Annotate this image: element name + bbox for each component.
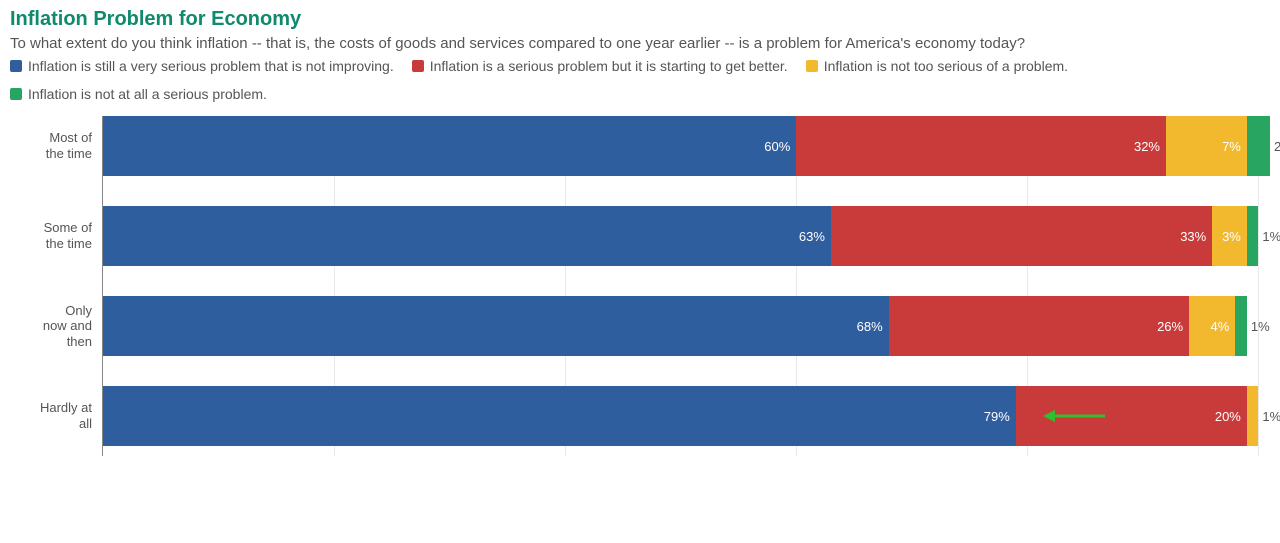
legend-swatch bbox=[412, 60, 424, 72]
bar-row: 79% 20% 1% bbox=[103, 386, 1270, 446]
stacked-bar: 63% 33% 3% 1% bbox=[103, 206, 1270, 266]
bar-segment: 1% bbox=[1247, 206, 1259, 266]
bar-rows: 60% 32% 7% 2% 63% 33% 3% 1% 68% 26% 4% 1% 79% 20% 1% bbox=[103, 116, 1270, 456]
bar-segment: 1% bbox=[1247, 386, 1259, 446]
bar-segment: 1% bbox=[1235, 296, 1247, 356]
legend-item: Inflation is not at all a serious proble… bbox=[10, 86, 267, 102]
bar-value-label: 60% bbox=[764, 139, 790, 154]
legend-label: Inflation is still a very serious proble… bbox=[28, 58, 394, 74]
bar-value-label: 26% bbox=[1157, 319, 1183, 334]
legend-item: Inflation is a serious problem but it is… bbox=[412, 58, 788, 74]
legend-item: Inflation is still a very serious proble… bbox=[10, 58, 394, 74]
y-axis-label: Onlynow andthen bbox=[10, 296, 102, 356]
legend-label: Inflation is not at all a serious proble… bbox=[28, 86, 267, 102]
legend-label: Inflation is not too serious of a proble… bbox=[824, 58, 1068, 74]
bar-segment: 2% bbox=[1247, 116, 1270, 176]
bar-segment: 63% bbox=[103, 206, 831, 266]
bar-row: 63% 33% 3% 1% bbox=[103, 206, 1270, 266]
bar-value-label: 1% bbox=[1262, 229, 1280, 244]
bar-value-label: 32% bbox=[1134, 139, 1160, 154]
legend-item: Inflation is not too serious of a proble… bbox=[806, 58, 1068, 74]
bar-value-label: 1% bbox=[1251, 319, 1270, 334]
bar-row: 68% 26% 4% 1% bbox=[103, 296, 1270, 356]
bar-segment: 26% bbox=[889, 296, 1189, 356]
bar-value-label: 1% bbox=[1262, 409, 1280, 424]
bar-value-label: 4% bbox=[1211, 319, 1230, 334]
stacked-bar: 68% 26% 4% 1% bbox=[103, 296, 1270, 356]
bar-segment: 4% bbox=[1189, 296, 1235, 356]
legend-swatch bbox=[806, 60, 818, 72]
bar-value-label: 7% bbox=[1222, 139, 1241, 154]
bar-value-label: 20% bbox=[1215, 409, 1241, 424]
y-axis-label: Some ofthe time bbox=[10, 206, 102, 266]
bar-segment: 32% bbox=[796, 116, 1166, 176]
legend-swatch bbox=[10, 88, 22, 100]
bar-segment: 7% bbox=[1166, 116, 1247, 176]
stacked-bar: 60% 32% 7% 2% bbox=[103, 116, 1270, 176]
bar-segment: 68% bbox=[103, 296, 889, 356]
stacked-bar: 79% 20% 1% bbox=[103, 386, 1270, 446]
legend-swatch bbox=[10, 60, 22, 72]
bar-segment: 79% bbox=[103, 386, 1016, 446]
bar-segment: 3% bbox=[1212, 206, 1247, 266]
bar-value-label: 79% bbox=[984, 409, 1010, 424]
stacked-bar-chart: Most ofthe time Some ofthe time Onlynow an… bbox=[10, 116, 1270, 456]
legend-label: Inflation is a serious problem but it is… bbox=[430, 58, 788, 74]
plot-area: 60% 32% 7% 2% 63% 33% 3% 1% 68% 26% 4% 1% 79% 20% 1% bbox=[102, 116, 1270, 456]
y-axis-label: Hardly atall bbox=[10, 386, 102, 446]
bar-value-label: 33% bbox=[1180, 229, 1206, 244]
y-axis-label: Most ofthe time bbox=[10, 116, 102, 176]
legend: Inflation is still a very serious proble… bbox=[10, 58, 1270, 102]
chart-subtitle: To what extent do you think inflation --… bbox=[10, 35, 1270, 52]
bar-value-label: 63% bbox=[799, 229, 825, 244]
bar-segment: 33% bbox=[831, 206, 1212, 266]
bar-segment: 20% bbox=[1016, 386, 1247, 446]
bar-segment: 60% bbox=[103, 116, 796, 176]
bar-value-label: 2% bbox=[1274, 139, 1280, 154]
bar-value-label: 3% bbox=[1222, 229, 1241, 244]
chart-title: Inflation Problem for Economy bbox=[10, 8, 1270, 31]
bar-row: 60% 32% 7% 2% bbox=[103, 116, 1270, 176]
bar-value-label: 68% bbox=[857, 319, 883, 334]
y-axis-labels: Most ofthe time Some ofthe time Onlynow an… bbox=[10, 116, 102, 456]
